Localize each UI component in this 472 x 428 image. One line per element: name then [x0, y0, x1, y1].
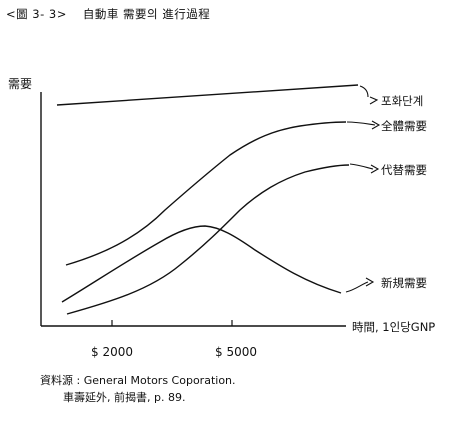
replacement-demand-curve: [66, 164, 350, 315]
pointer-replacement: [349, 163, 374, 170]
arrowhead-saturation: [369, 96, 379, 105]
label-total-demand: 全體需要: [381, 119, 427, 133]
arrowhead-new: [365, 277, 375, 287]
figure-caption: 自動車 需要의 進行過程: [82, 7, 211, 21]
label-replacement-demand: 代替需要: [381, 163, 427, 177]
pointer-total: [346, 121, 376, 126]
pointer-saturation: [359, 85, 369, 98]
x-tick-label-5000: $ 5000: [215, 345, 257, 359]
arrowhead-replacement: [370, 164, 380, 174]
y-axis-label: 需要: [8, 77, 32, 91]
label-new-demand: 新規需要: [381, 276, 427, 290]
new-demand-curve: [61, 225, 342, 303]
source-line-2: 車壽延外, 前揭書, p. 89.: [63, 391, 186, 404]
pointer-new: [345, 281, 369, 293]
total-demand-curve: [65, 121, 347, 266]
arrowhead-total: [371, 120, 381, 130]
x-tick-label-2000: $ 2000: [91, 345, 133, 359]
source-line-1: 資料源 : General Motors Coporation.: [40, 374, 236, 387]
figure-number: <圖 3- 3>: [6, 7, 67, 21]
x-axis-label: 時間, 1인당GNP: [352, 320, 435, 334]
label-saturation: 포화단계: [381, 94, 423, 108]
source-note: 資料源 : General Motors Coporation. 車壽延外, 前…: [40, 372, 236, 406]
figure-title: <圖 3- 3> 自動車 需要의 進行過程: [6, 6, 210, 22]
saturation-curve: [56, 84, 359, 106]
